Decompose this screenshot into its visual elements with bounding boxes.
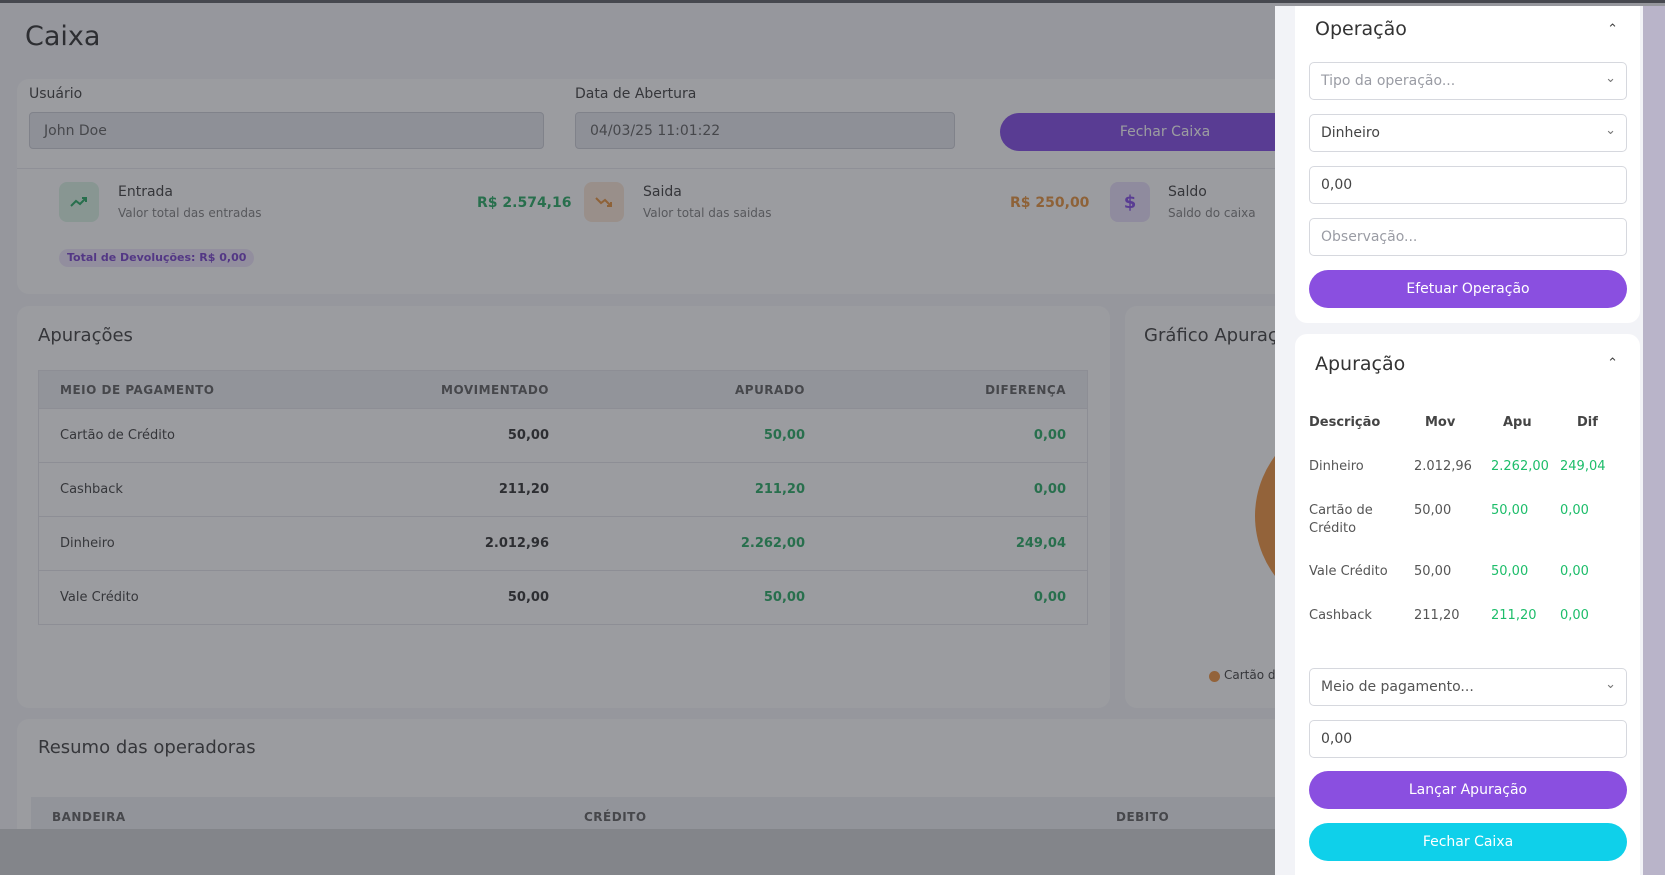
row-apu: 2.262,00 <box>1491 459 1549 474</box>
meio-pagamento-placeholder: Meio de pagamento... <box>1321 679 1474 695</box>
row-apu: 50,00 <box>1491 564 1529 579</box>
operacao-card: Operação ⌃ Tipo da operação... ⌄ Dinheir… <box>1295 6 1640 323</box>
row-descricao: Dinheiro <box>1309 459 1364 474</box>
row-descricao: Cashback <box>1309 608 1372 623</box>
col-apu: Apu <box>1503 415 1532 430</box>
col-mov: Mov <box>1425 415 1456 430</box>
row-mov: 50,00 <box>1414 564 1452 579</box>
panel-scroll-edge[interactable] <box>1643 6 1665 875</box>
row-dif: 249,04 <box>1560 459 1606 474</box>
observacao-input[interactable]: Observação... <box>1309 218 1627 256</box>
chevron-down-icon: ⌄ <box>1605 123 1616 138</box>
chevron-up-icon[interactable]: ⌃ <box>1607 356 1618 371</box>
chevron-down-icon: ⌄ <box>1605 677 1616 692</box>
meio-pagamento-select[interactable]: Meio de pagamento... ⌄ <box>1309 668 1627 706</box>
fechar-caixa-panel-button[interactable]: Fechar Caixa <box>1309 823 1627 861</box>
row-dif: 0,00 <box>1560 564 1589 579</box>
col-descricao: Descrição <box>1309 415 1381 430</box>
row-apu: 50,00 <box>1491 503 1529 518</box>
chevron-up-icon[interactable]: ⌃ <box>1607 22 1618 37</box>
lancar-apuracao-button[interactable]: Lançar Apuração <box>1309 771 1627 809</box>
row-dif: 0,00 <box>1560 503 1589 518</box>
chevron-down-icon: ⌄ <box>1605 71 1616 86</box>
tipo-operacao-placeholder: Tipo da operação... <box>1321 73 1456 89</box>
col-dif: Dif <box>1577 415 1598 430</box>
row-mov: 2.012,96 <box>1414 459 1472 474</box>
side-panel: Operação ⌃ Tipo da operação... ⌄ Dinheir… <box>1275 6 1643 875</box>
row-dif: 0,00 <box>1560 608 1589 623</box>
row-descricao: Cartão de Crédito <box>1309 503 1373 536</box>
apuracao-title: Apuração <box>1315 353 1406 375</box>
forma-pagamento-value: Dinheiro <box>1321 125 1380 141</box>
row-mov: 50,00 <box>1414 503 1452 518</box>
valor-apuracao-input[interactable]: 0,00 <box>1309 720 1627 758</box>
efetuar-operacao-button[interactable]: Efetuar Operação <box>1309 270 1627 308</box>
apuracao-card: Apuração ⌃ Descrição Mov Apu Dif Dinheir… <box>1295 334 1640 875</box>
valor-operacao-input[interactable]: 0,00 <box>1309 166 1627 204</box>
row-mov: 211,20 <box>1414 608 1460 623</box>
tipo-operacao-select[interactable]: Tipo da operação... ⌄ <box>1309 62 1627 100</box>
row-apu: 211,20 <box>1491 608 1537 623</box>
row-descricao: Vale Crédito <box>1309 564 1388 579</box>
forma-pagamento-select[interactable]: Dinheiro ⌄ <box>1309 114 1627 152</box>
operacao-title: Operação <box>1315 18 1407 40</box>
